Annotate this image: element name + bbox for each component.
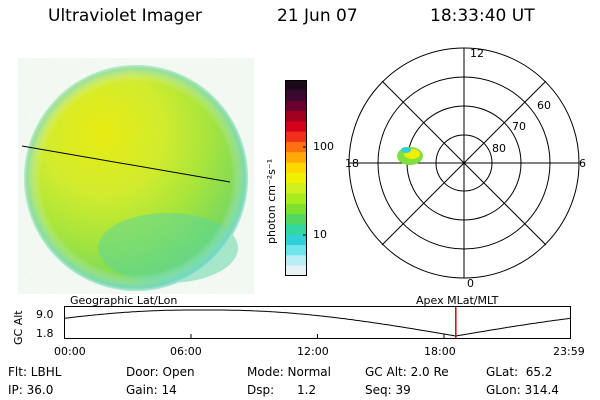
colorbar-cell <box>285 121 307 133</box>
info-gain: Gain: 14 <box>126 383 177 397</box>
colorbar-cell <box>285 162 307 174</box>
polar-label-6: 6 <box>579 157 586 170</box>
instrument-title: Ultraviolet Imager <box>48 6 202 26</box>
colorbar-cell <box>285 110 307 122</box>
colorbar-cell <box>285 255 307 267</box>
polar-diagonal-b <box>381 80 547 246</box>
info-filter: Flt: LBHL <box>8 365 62 379</box>
timeline-xtick-1800: 18:00 <box>424 345 456 358</box>
timeline-y-label: GC Alt <box>12 310 25 345</box>
timeline-xtick-1200: 12:00 <box>297 345 329 358</box>
colorbar-cell <box>285 245 307 256</box>
info-dsp: Dsp: 1.2 <box>247 383 317 397</box>
timeline-ytick-1-8: 1.8 <box>36 327 54 340</box>
info-glat: GLat: 65.2 <box>486 365 553 379</box>
timeline-ytick-9: 9.0 <box>36 308 54 321</box>
polar-lat-60: 60 <box>537 99 551 112</box>
polar-label-18: 18 <box>345 157 359 170</box>
colorbar-unit-label: photon cm⁻²s⁻¹ <box>265 158 278 244</box>
uv-earth-image <box>21 65 248 291</box>
colorbar-cell <box>285 183 307 194</box>
polar-lat-80: 80 <box>492 142 506 155</box>
polar-label-0: 0 <box>467 277 474 290</box>
colorbar <box>285 80 307 276</box>
colorbar-cell <box>285 224 307 236</box>
colorbar-tick-10: 10 <box>313 228 327 241</box>
date-label: 21 Jun 07 <box>277 6 358 26</box>
timeline-xtick-2359: 23:59 <box>553 345 585 358</box>
colorbar-cell <box>285 141 307 153</box>
timeline-right-label: Apex MLat/MLT <box>416 294 499 307</box>
colorbar-cell <box>285 90 307 102</box>
terminator-line <box>21 145 231 183</box>
colorbar-cell <box>285 214 307 225</box>
colorbar-cell <box>285 152 307 164</box>
colorbar-cell <box>285 265 307 276</box>
timeline-xtick-0600: 06:00 <box>170 345 202 358</box>
polar-label-12: 12 <box>470 47 484 60</box>
info-ip: IP: 36.0 <box>8 383 54 397</box>
time-label: 18:33:40 UT <box>430 6 535 26</box>
colorbar-cell <box>285 100 307 112</box>
altitude-curve <box>64 309 571 337</box>
info-door: Door: Open <box>126 365 195 379</box>
polar-lat-70: 70 <box>512 120 526 133</box>
timeline-xtick-0000: 00:00 <box>54 345 86 358</box>
colorbar-cell <box>285 131 307 143</box>
timeline-left-label: Geographic Lat/Lon <box>70 294 178 307</box>
info-mode: Mode: Normal <box>247 365 331 379</box>
info-glon: GLon: 314.4 <box>486 383 559 397</box>
colorbar-tick-100: 100 <box>313 140 334 153</box>
info-seq: Seq: 39 <box>365 383 411 397</box>
auroral-oval <box>397 147 423 165</box>
colorbar-cell <box>285 203 307 215</box>
colorbar-cell <box>285 80 307 91</box>
colorbar-cell <box>285 193 307 205</box>
info-gc-alt: GC Alt: 2.0 Re <box>365 365 449 379</box>
colorbar-cell <box>285 172 307 184</box>
colorbar-cell <box>285 234 307 246</box>
polar-plot <box>348 47 580 279</box>
altitude-timeline <box>64 306 571 339</box>
